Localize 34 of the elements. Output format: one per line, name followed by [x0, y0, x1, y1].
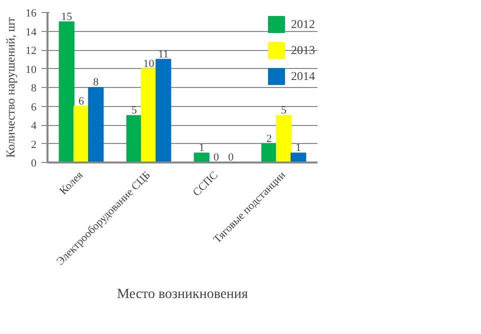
- data-label: 8: [93, 76, 100, 88]
- bar: [194, 152, 210, 162]
- y-tick-label: 0: [31, 158, 37, 170]
- data-label: 10: [143, 58, 155, 70]
- data-label: 5: [281, 104, 287, 117]
- data-label: 6: [78, 95, 84, 108]
- y-tick-label: 14: [26, 26, 37, 38]
- bar: [58, 21, 74, 162]
- bar: [126, 115, 142, 162]
- data-label: 1: [198, 142, 204, 154]
- y-tick-label: 4: [31, 120, 37, 132]
- data-label: 0: [214, 152, 220, 164]
- y-tick-label: 8: [31, 82, 37, 94]
- bar: [73, 106, 90, 162]
- data-label: 2: [266, 132, 272, 145]
- data-label: 0: [228, 152, 234, 164]
- legend-label: 2012: [291, 16, 315, 32]
- y-tick-label: 16: [26, 8, 37, 20]
- legend-label: 2014: [291, 68, 315, 84]
- data-label: 5: [131, 104, 138, 117]
- y-tick-label: 2: [31, 138, 36, 151]
- y-tick-label: 6: [31, 101, 37, 114]
- bar: [290, 152, 306, 162]
- data-label: 11: [158, 48, 169, 60]
- bar: [156, 58, 172, 162]
- bar: [88, 87, 104, 162]
- y-axis-title: Количество нарушений, шт: [4, 16, 18, 158]
- data-label: 15: [61, 10, 73, 23]
- y-tick-label: 10: [26, 64, 37, 76]
- y-tick-label: 12: [26, 45, 36, 57]
- bar: [140, 68, 157, 162]
- data-label: 1: [296, 142, 302, 154]
- bar: [276, 115, 292, 162]
- x-axis-title: Место возникновения: [117, 287, 249, 302]
